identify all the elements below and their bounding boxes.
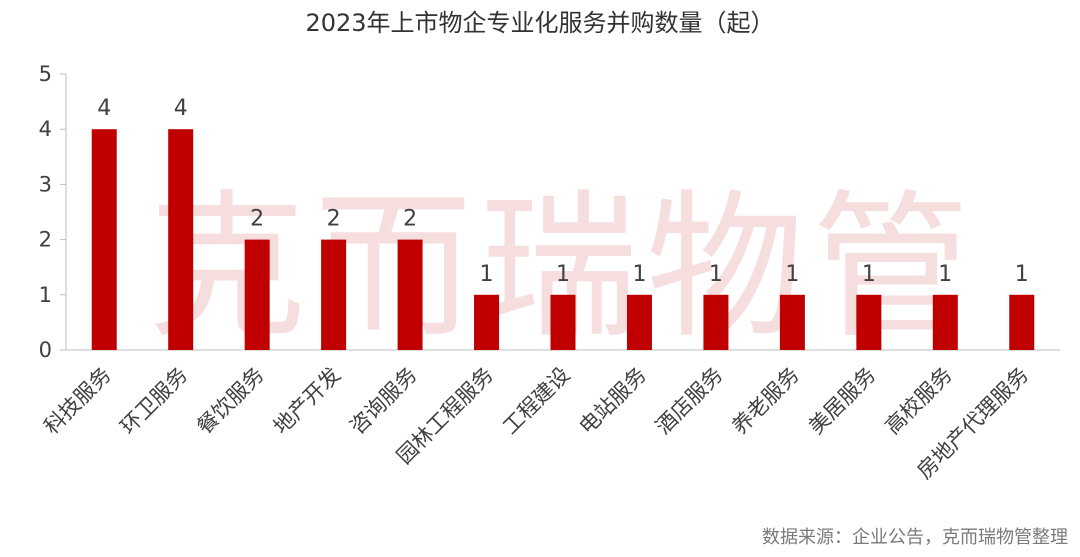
x-tick-label: 养老服务	[728, 363, 804, 439]
data-label: 1	[785, 262, 799, 287]
bar	[856, 294, 882, 350]
bar	[703, 294, 729, 350]
bar	[168, 129, 194, 350]
y-tick-label: 1	[39, 283, 52, 307]
data-label: 1	[480, 262, 494, 287]
x-tick-label: 科技服务	[39, 363, 115, 439]
data-label: 1	[556, 262, 570, 287]
x-tick-label: 工程建设	[498, 363, 574, 439]
bar	[550, 294, 576, 350]
bar	[932, 294, 958, 350]
x-tick-label: 环卫服务	[116, 363, 192, 439]
bar	[1009, 294, 1035, 350]
bar	[397, 239, 423, 350]
data-label: 4	[97, 96, 111, 121]
y-tick-label: 4	[39, 117, 52, 141]
data-label: 2	[327, 207, 341, 232]
y-tick-label: 0	[39, 338, 52, 362]
bar	[474, 294, 500, 350]
data-label: 1	[862, 262, 876, 287]
data-label: 1	[938, 262, 952, 287]
bar	[321, 239, 347, 350]
data-label: 2	[250, 207, 264, 232]
bar	[626, 294, 652, 350]
x-tick-label: 美居服务	[804, 363, 880, 439]
x-tick-label: 高校服务	[880, 363, 956, 439]
y-tick-label: 3	[39, 172, 52, 196]
data-label: 1	[1015, 262, 1029, 287]
chart-title: 2023年上市物企专业化服务并购数量（起）	[305, 9, 774, 37]
data-label: 4	[174, 96, 188, 121]
data-label: 1	[709, 262, 723, 287]
y-tick-label: 5	[39, 62, 52, 86]
x-tick-label: 地产开发	[269, 363, 345, 439]
x-tick-label: 酒店服务	[651, 363, 727, 439]
bar	[244, 239, 270, 350]
x-tick-label: 电站服务	[575, 363, 651, 439]
y-tick-label: 2	[39, 228, 52, 252]
bar	[91, 129, 117, 350]
x-tick-label: 咨询服务	[345, 363, 421, 439]
source-note: 数据来源：企业公告，克而瑞物管整理	[762, 527, 1068, 548]
data-label: 2	[403, 207, 417, 232]
bar	[779, 294, 805, 350]
x-tick-label: 餐饮服务	[192, 363, 268, 439]
data-label: 1	[632, 262, 646, 287]
